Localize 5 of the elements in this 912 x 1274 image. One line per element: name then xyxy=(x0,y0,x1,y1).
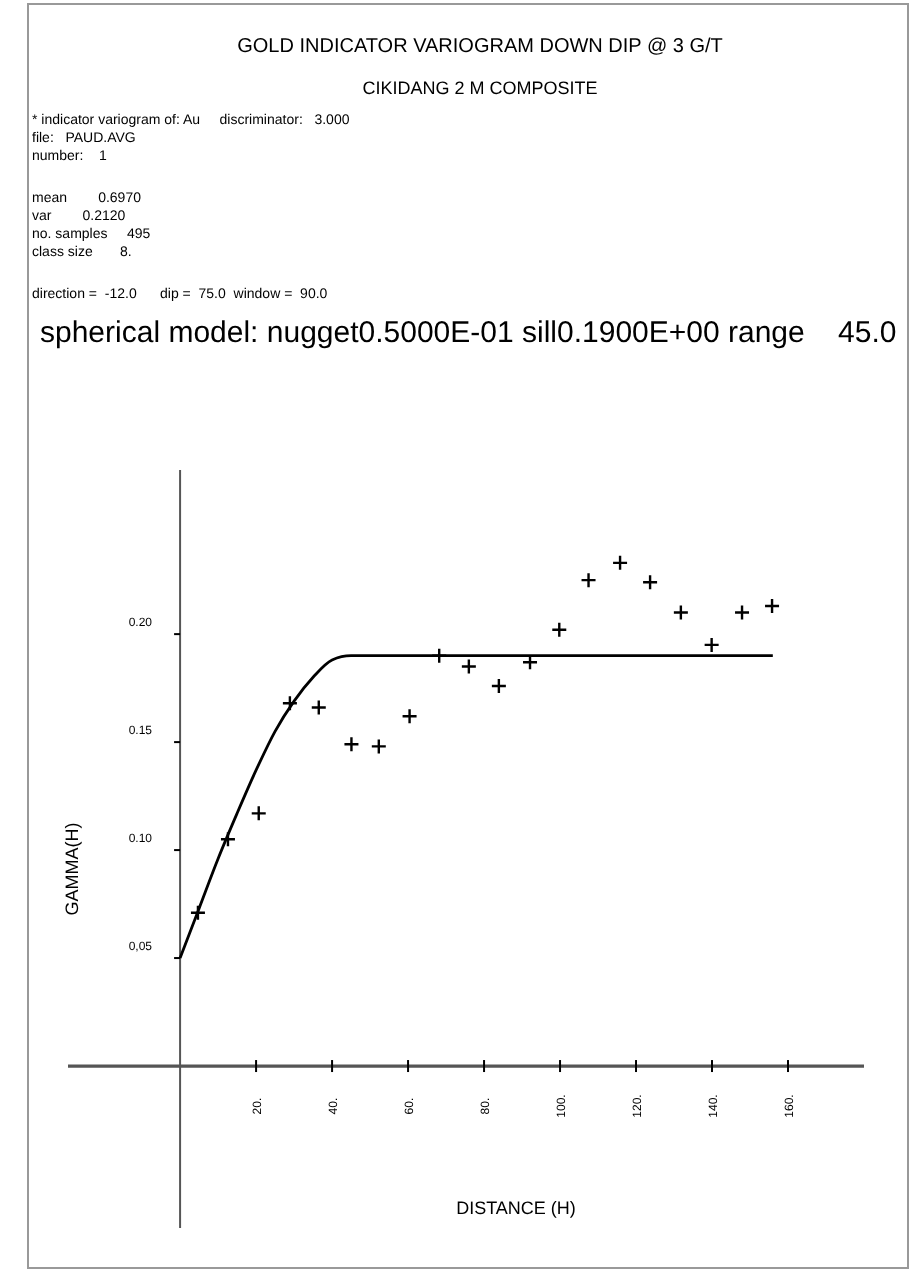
text: spherical model: nugget0.5000E-01 sill0.1900E+00 range 45.0 xyxy=(40,316,897,350)
y-axis-title: GAMMA(H) xyxy=(62,822,82,916)
chart-title: GOLD INDICATOR VARIOGRAM DOWN DIP @ 3 G/T xyxy=(237,36,723,58)
chart-subtitle: CIKIDANG 2 M COMPOSITE xyxy=(362,78,598,98)
x-axis-title: DISTANCE (H) xyxy=(456,1198,576,1218)
